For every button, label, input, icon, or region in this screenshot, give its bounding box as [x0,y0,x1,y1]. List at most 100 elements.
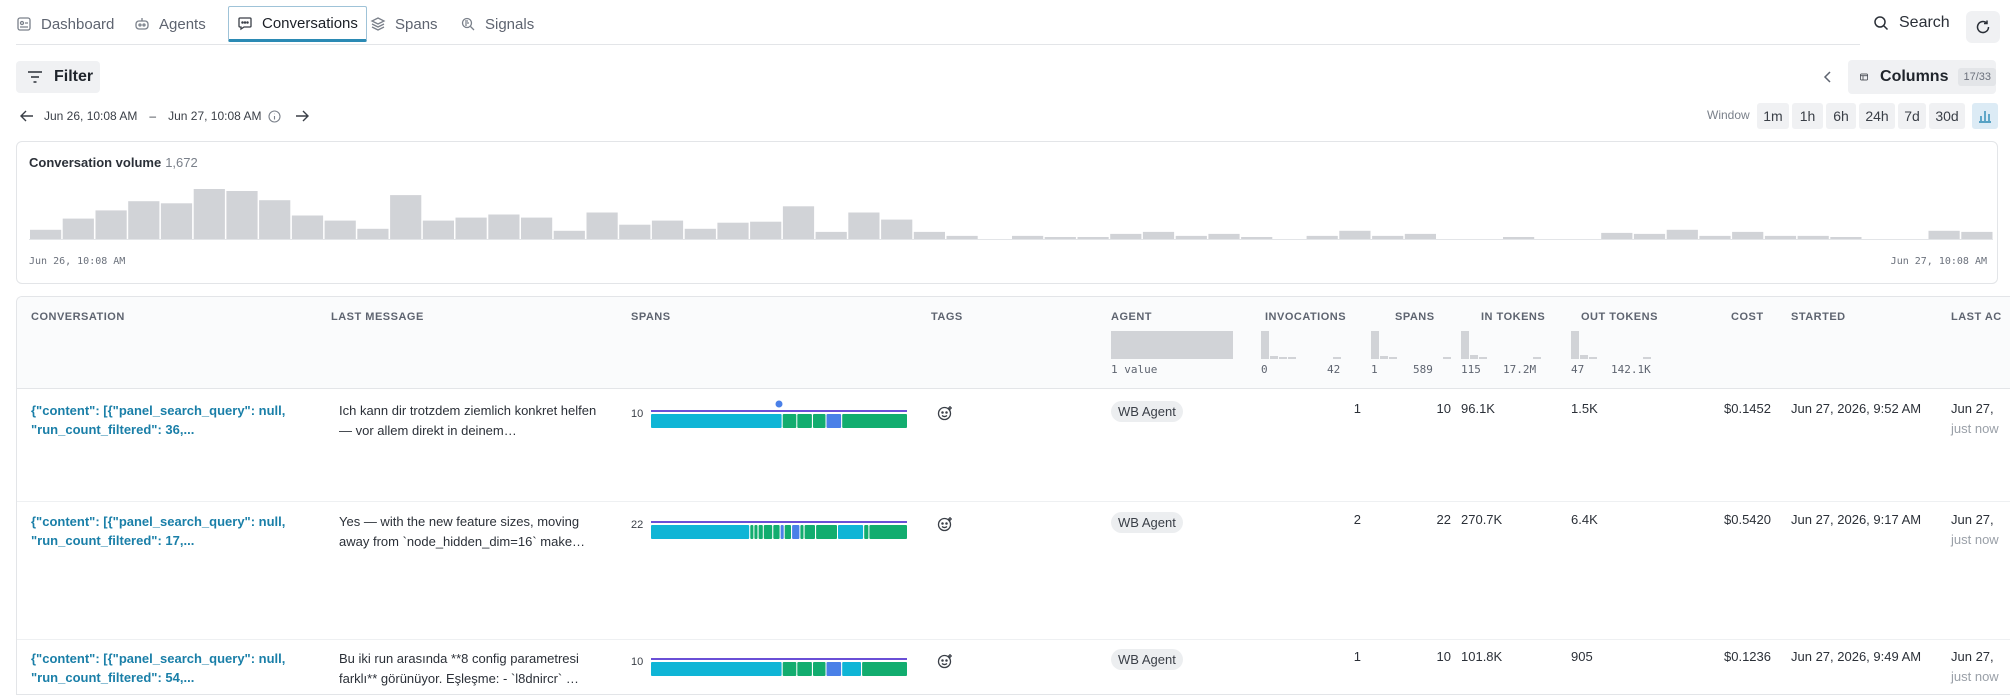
span-segment[interactable] [651,414,782,428]
window-1m-button[interactable]: 1m [1757,103,1789,129]
span-timeline[interactable] [651,400,907,430]
volume-bar[interactable] [1012,235,1044,239]
volume-bar[interactable] [193,189,225,239]
volume-bar[interactable] [455,217,487,239]
span-timeline[interactable] [651,511,907,541]
span-segment[interactable] [651,662,782,676]
volume-bar[interactable] [913,231,945,239]
col-spans[interactable]: SPANS [1395,311,1435,323]
volume-bar[interactable] [553,230,585,239]
span-segment[interactable] [864,525,869,539]
agent-badge[interactable]: WB Agent [1111,649,1183,670]
volume-bar[interactable] [1077,237,1109,239]
volume-bar[interactable] [1339,230,1371,239]
volume-bar[interactable] [881,219,913,239]
span-segment[interactable] [797,414,812,428]
volume-bar[interactable] [324,220,356,239]
volume-bar[interactable] [1928,230,1960,239]
volume-bar[interactable] [684,228,716,239]
volume-bar[interactable] [128,201,160,239]
volume-bar[interactable] [259,200,291,239]
span-segment[interactable] [838,525,864,539]
span-segment[interactable] [869,525,907,539]
volume-bar[interactable] [291,215,324,240]
window-30d-button[interactable]: 30d [1929,103,1965,129]
table-row[interactable]: {"content": [{"panel_search_query": null… [17,502,2010,639]
info-icon[interactable] [267,109,281,123]
search-button[interactable]: Search [1873,14,1950,32]
span-segment[interactable] [813,414,826,428]
volume-bar[interactable] [848,212,880,240]
volume-bar[interactable] [651,220,684,239]
volume-bar[interactable] [750,221,782,239]
span-timeline[interactable] [651,648,907,678]
span-segment[interactable] [782,414,797,428]
table-row[interactable]: {"content": [{"panel_search_query": null… [17,390,2010,501]
col-agent[interactable]: AGENT [1111,311,1152,323]
span-segment[interactable] [784,525,791,539]
span-segment[interactable] [826,414,842,428]
volume-bar[interactable] [1372,235,1404,239]
volume-bar[interactable] [1110,233,1142,239]
volume-bar[interactable] [357,228,389,239]
volume-bar[interactable] [1601,232,1633,239]
span-segment[interactable] [792,525,800,539]
volume-bar[interactable] [782,206,815,239]
conversation-cell[interactable]: {"content": [{"panel_search_query": null… [31,651,286,685]
col-cost[interactable]: COST [1731,311,1764,323]
span-segment[interactable] [651,525,750,539]
tab-agents[interactable]: Agents [134,6,206,42]
volume-bar[interactable] [1208,233,1240,239]
volume-bar[interactable] [1830,237,1862,239]
add-tag-icon[interactable] [937,516,953,532]
tab-dashboard[interactable]: Dashboard [16,6,114,42]
table-row[interactable]: {"content": [{"panel_search_query": null… [17,640,2010,694]
conversation-cell[interactable]: {"content": [{"panel_search_query": null… [31,403,286,437]
volume-bar[interactable] [1306,235,1338,239]
span-segment[interactable] [842,662,861,676]
span-segment[interactable] [800,525,804,539]
add-tag-icon[interactable] [937,405,953,421]
conversation-cell[interactable]: {"content": [{"panel_search_query": null… [31,514,286,548]
span-segment[interactable] [813,662,826,676]
volume-bar[interactable] [1241,237,1273,239]
span-segment[interactable] [862,662,907,676]
span-segment[interactable] [842,414,907,428]
span-segment[interactable] [780,525,784,539]
arrow-right-icon[interactable] [295,110,309,122]
volume-bar[interactable] [1961,231,1993,239]
col-invocations[interactable]: INVOCATIONS [1265,311,1347,323]
span-segment[interactable] [797,662,812,676]
volume-bar[interactable] [1764,235,1797,239]
col-started[interactable]: STARTED [1791,311,1846,323]
col-last-active[interactable]: LAST AC [1951,311,2002,323]
volume-bar[interactable] [586,212,618,240]
volume-bar[interactable] [160,203,193,239]
volume-bar[interactable] [1732,231,1764,239]
span-segment[interactable] [826,662,842,676]
volume-bar[interactable] [946,235,978,239]
arrow-left-icon[interactable] [20,110,34,122]
span-segment[interactable] [816,525,837,539]
volume-bar[interactable] [390,195,422,239]
columns-button[interactable]: Columns 17/33 [1848,60,1996,94]
volume-bar[interactable] [1797,235,1829,239]
volume-bar[interactable] [1503,237,1535,239]
filter-button[interactable]: Filter [16,61,100,93]
col-conversation[interactable]: CONVERSATION [31,311,125,323]
chart-toggle-button[interactable] [1972,103,1998,129]
volume-bar[interactable] [521,217,553,239]
volume-bar[interactable] [1142,231,1175,239]
col-last-message[interactable]: LAST MESSAGE [331,311,424,323]
volume-bar[interactable] [1666,229,1698,239]
range-end[interactable]: Jun 27, 10:08 AM [168,109,262,123]
span-segment[interactable] [782,662,797,676]
span-segment[interactable] [763,525,773,539]
tab-signals[interactable]: Signals [460,6,534,42]
col-tags[interactable]: TAGS [931,311,963,323]
volume-bar[interactable] [1699,235,1731,239]
window-6h-button[interactable]: 6h [1826,103,1856,129]
span-event-dot[interactable] [775,400,783,408]
volume-bar[interactable] [488,214,520,240]
span-segment[interactable] [754,525,758,539]
